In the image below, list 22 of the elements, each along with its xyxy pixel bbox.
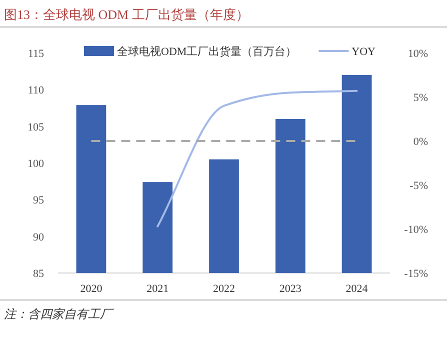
text: 注：含四家自有工厂	[4, 307, 114, 321]
x-tick-label: 2023	[279, 283, 302, 295]
x-tick-label: 2022	[213, 283, 235, 295]
y-tick-label: 90	[33, 231, 44, 244]
y2-tick-label: -15%	[404, 268, 428, 280]
y-tick-label: 110	[28, 84, 44, 97]
y-tick-label: 95	[33, 194, 44, 207]
legend-label: YOY	[352, 46, 376, 58]
y-tick-label: 100	[28, 158, 44, 170]
chart-title: 图13：全球电视 ODM 工厂出货量（年度）	[4, 7, 249, 22]
y2-tick-label: -5%	[410, 180, 428, 192]
legend-label: 全球电视ODM工厂出货量（百万台）	[117, 45, 297, 58]
y2-tick-label: -10%	[404, 224, 428, 236]
x-tick-label: 2020	[80, 283, 103, 295]
y2-tick-label: 10%	[408, 48, 428, 60]
y2-tick-label: 5%	[413, 92, 428, 104]
x-tick-label: 2024	[346, 283, 368, 295]
y-tick-label: 105	[28, 121, 44, 134]
x-tick-label: 2021	[146, 283, 169, 295]
y2-tick-label: 0%	[413, 136, 428, 148]
y-tick-label: 115	[28, 48, 44, 60]
y-tick-label: 85	[33, 268, 44, 280]
